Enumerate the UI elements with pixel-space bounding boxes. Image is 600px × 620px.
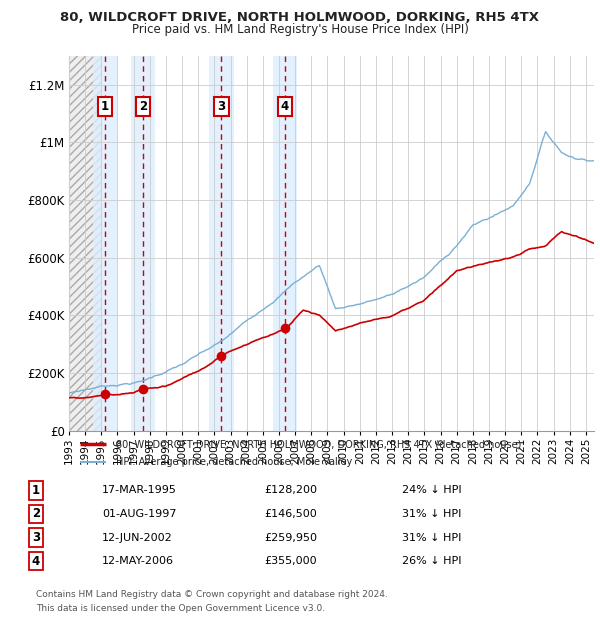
Text: 31% ↓ HPI: 31% ↓ HPI xyxy=(402,533,461,542)
Text: Price paid vs. HM Land Registry's House Price Index (HPI): Price paid vs. HM Land Registry's House … xyxy=(131,23,469,36)
Text: 3: 3 xyxy=(217,100,226,113)
Text: £146,500: £146,500 xyxy=(264,509,317,519)
Text: 2: 2 xyxy=(139,100,147,113)
Text: 12-JUN-2002: 12-JUN-2002 xyxy=(102,533,173,542)
Bar xyxy=(131,56,155,431)
Text: 4: 4 xyxy=(32,555,40,567)
Text: 26% ↓ HPI: 26% ↓ HPI xyxy=(402,556,461,566)
Bar xyxy=(272,56,297,431)
Text: 3: 3 xyxy=(32,531,40,544)
Text: 1: 1 xyxy=(32,484,40,497)
Text: £128,200: £128,200 xyxy=(264,485,317,495)
Text: 80, WILDCROFT DRIVE, NORTH HOLMWOOD, DORKING, RH5 4TX (detached house): 80, WILDCROFT DRIVE, NORTH HOLMWOOD, DOR… xyxy=(116,440,521,450)
Text: 17-MAR-1995: 17-MAR-1995 xyxy=(102,485,177,495)
Bar xyxy=(69,56,101,431)
Text: £259,950: £259,950 xyxy=(264,533,317,542)
Text: This data is licensed under the Open Government Licence v3.0.: This data is licensed under the Open Gov… xyxy=(36,603,325,613)
Text: Contains HM Land Registry data © Crown copyright and database right 2024.: Contains HM Land Registry data © Crown c… xyxy=(36,590,388,599)
Text: 24% ↓ HPI: 24% ↓ HPI xyxy=(402,485,461,495)
Bar xyxy=(209,56,233,431)
Text: 1: 1 xyxy=(101,100,109,113)
Text: 2: 2 xyxy=(32,508,40,520)
Text: 31% ↓ HPI: 31% ↓ HPI xyxy=(402,509,461,519)
Text: HPI: Average price, detached house, Mole Valley: HPI: Average price, detached house, Mole… xyxy=(116,457,353,467)
Text: 01-AUG-1997: 01-AUG-1997 xyxy=(102,509,176,519)
Bar xyxy=(92,56,117,431)
Text: 12-MAY-2006: 12-MAY-2006 xyxy=(102,556,174,566)
Text: 4: 4 xyxy=(281,100,289,113)
Text: £355,000: £355,000 xyxy=(264,556,317,566)
Text: 80, WILDCROFT DRIVE, NORTH HOLMWOOD, DORKING, RH5 4TX: 80, WILDCROFT DRIVE, NORTH HOLMWOOD, DOR… xyxy=(61,11,539,24)
